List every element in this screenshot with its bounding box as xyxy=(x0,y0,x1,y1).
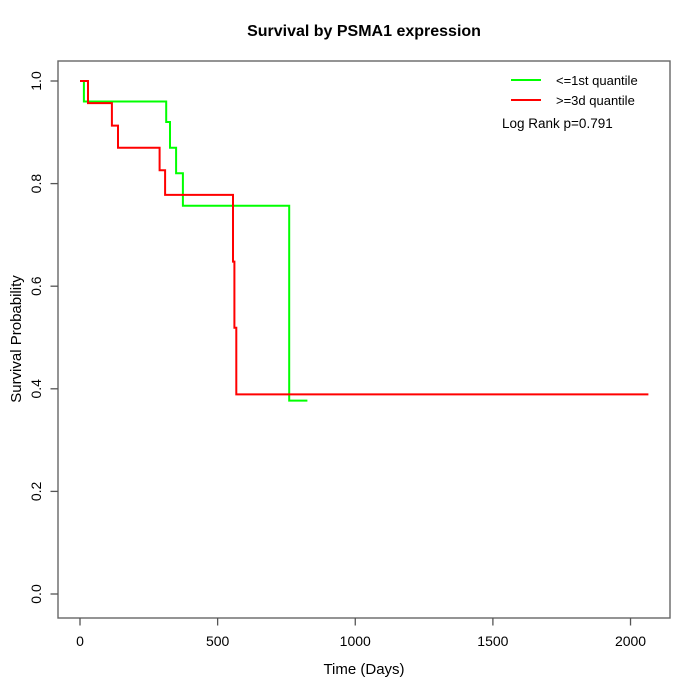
y-axis-title: Survival Probability xyxy=(8,275,25,403)
chart-title: Survival by PSMA1 expression xyxy=(247,23,481,40)
x-axis-title: Time (Days) xyxy=(323,661,404,678)
legend-label-first-quantile: <=1st quantile xyxy=(556,73,638,88)
survival-curve-first-quantile xyxy=(80,80,308,402)
x-tick-label: 1500 xyxy=(477,633,508,649)
legend: <=1st quantile >=3d quantile Log Rank p=… xyxy=(502,73,638,131)
y-tick-label: 0.0 xyxy=(28,584,44,604)
survival-curve-third-quantile xyxy=(80,80,649,396)
y-tick-label: 0.2 xyxy=(28,481,44,501)
x-tick-label: 2000 xyxy=(615,633,646,649)
y-tick-label: 0.4 xyxy=(28,379,44,399)
x-tick-label: 500 xyxy=(206,633,230,649)
logrank-pvalue-annotation: Log Rank p=0.791 xyxy=(502,116,613,131)
x-tick-label: 1000 xyxy=(340,633,371,649)
legend-label-third-quantile: >=3d quantile xyxy=(556,93,635,108)
y-tick-label: 1.0 xyxy=(28,71,44,91)
survival-curves xyxy=(80,80,649,402)
axis-ticks: 0 500 1000 1500 2000 0.0 0.2 0.4 0.6 0.8 1.0 xyxy=(28,71,646,649)
plot-box xyxy=(57,60,671,619)
x-tick-label: 0 xyxy=(76,633,84,649)
y-tick-label: 0.6 xyxy=(28,276,44,296)
y-tick-label: 0.8 xyxy=(28,174,44,194)
